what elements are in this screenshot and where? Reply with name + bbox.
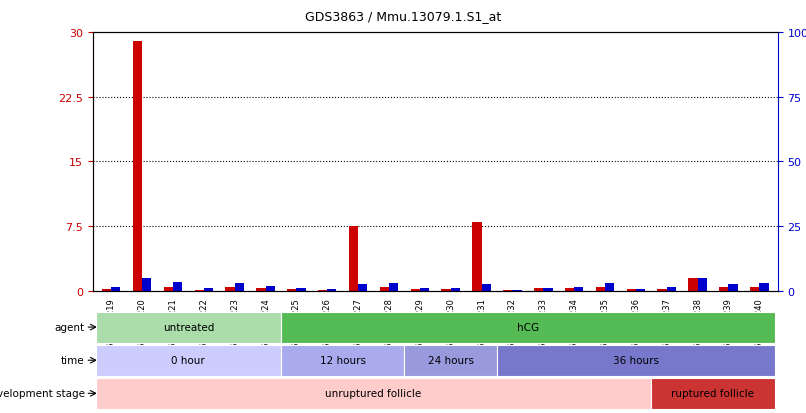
Bar bbox=[697, 278, 707, 291]
Bar bbox=[750, 287, 759, 291]
Bar bbox=[389, 283, 398, 291]
Bar bbox=[102, 290, 111, 291]
Bar bbox=[194, 290, 204, 291]
Text: untreated: untreated bbox=[163, 322, 214, 332]
Bar bbox=[596, 287, 605, 291]
Bar bbox=[380, 287, 389, 291]
Text: ruptured follicle: ruptured follicle bbox=[671, 388, 754, 399]
Bar bbox=[226, 287, 235, 291]
Text: 36 hours: 36 hours bbox=[613, 355, 659, 366]
Bar bbox=[349, 227, 358, 291]
Bar bbox=[667, 287, 676, 291]
Bar bbox=[626, 290, 636, 291]
Bar bbox=[574, 287, 584, 291]
Bar bbox=[543, 289, 552, 291]
Bar bbox=[235, 283, 244, 291]
Bar bbox=[451, 289, 460, 291]
Bar bbox=[142, 278, 152, 291]
Bar bbox=[472, 222, 481, 291]
Text: 0 hour: 0 hour bbox=[172, 355, 206, 366]
Text: unruptured follicle: unruptured follicle bbox=[326, 388, 422, 399]
Bar bbox=[256, 289, 265, 291]
Text: 24 hours: 24 hours bbox=[428, 355, 474, 366]
Text: time: time bbox=[61, 355, 85, 366]
Text: hCG: hCG bbox=[517, 322, 539, 332]
Bar bbox=[318, 290, 327, 291]
Bar bbox=[164, 287, 173, 291]
Bar bbox=[481, 285, 491, 291]
Bar bbox=[410, 290, 420, 291]
Bar bbox=[133, 42, 142, 291]
Bar bbox=[565, 289, 574, 291]
Bar bbox=[658, 290, 667, 291]
Bar bbox=[358, 285, 368, 291]
Bar bbox=[636, 289, 645, 291]
Bar bbox=[534, 289, 543, 291]
Bar bbox=[265, 287, 275, 291]
Text: development stage: development stage bbox=[0, 388, 85, 399]
Bar bbox=[513, 290, 521, 291]
Bar bbox=[111, 287, 120, 291]
Bar bbox=[442, 290, 451, 291]
Bar bbox=[503, 290, 513, 291]
Bar bbox=[204, 289, 213, 291]
Bar bbox=[729, 285, 737, 291]
Bar bbox=[688, 278, 697, 291]
Bar bbox=[327, 289, 336, 291]
Bar bbox=[173, 282, 182, 291]
Text: GDS3863 / Mmu.13079.1.S1_at: GDS3863 / Mmu.13079.1.S1_at bbox=[305, 10, 501, 23]
Text: 12 hours: 12 hours bbox=[320, 355, 366, 366]
Bar bbox=[287, 290, 297, 291]
Bar bbox=[297, 288, 305, 291]
Text: agent: agent bbox=[55, 322, 85, 332]
Bar bbox=[759, 283, 769, 291]
Bar bbox=[605, 283, 614, 291]
Bar bbox=[719, 287, 729, 291]
Bar bbox=[420, 289, 429, 291]
